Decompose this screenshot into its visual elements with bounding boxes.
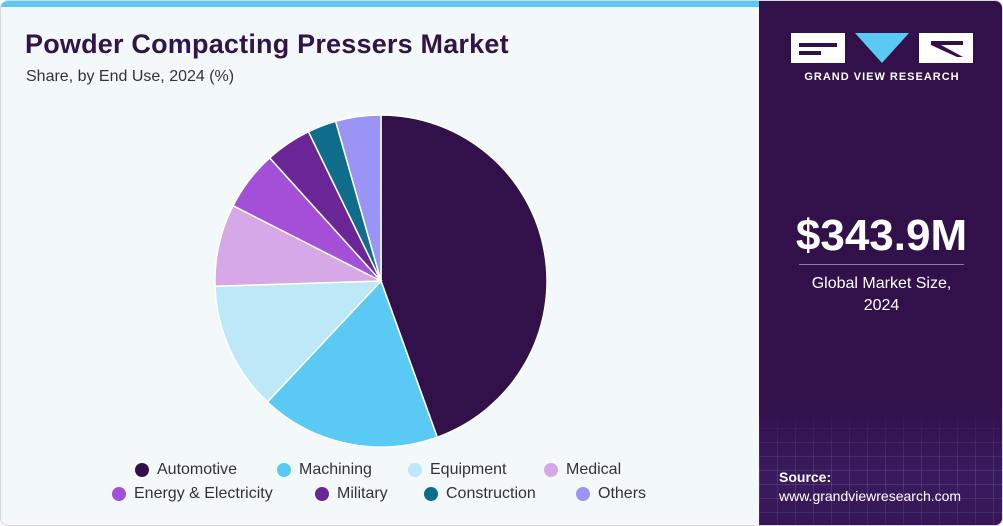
market-size-value: $343.9M	[795, 211, 968, 260]
pie-slice-machining	[266, 279, 439, 448]
legend-label: Medical	[566, 461, 622, 478]
legend-swatch	[424, 487, 438, 501]
legend-swatch	[277, 463, 291, 477]
info-panel: GRAND VIEW RESEARCH $343.9M Global Marke…	[759, 1, 1002, 525]
pie-chart	[214, 114, 548, 448]
legend-item-military: Military	[315, 485, 388, 503]
legend-item-energy-electricity: Energy & Electricity	[112, 485, 273, 503]
source-label: Source:	[779, 469, 832, 485]
pie-slice-automotive	[380, 114, 548, 439]
decorative-grid	[759, 406, 1002, 525]
legend-swatch	[576, 487, 590, 501]
legend-swatch	[135, 463, 149, 477]
legend-item-construction: Construction	[424, 485, 536, 503]
accent-bar	[1, 1, 759, 7]
grand-view-research-logo	[791, 33, 973, 63]
market-size-label: Global Market Size, 2024	[759, 273, 1002, 317]
legend-label: Automotive	[157, 461, 238, 478]
legend-label: Construction	[446, 485, 536, 502]
pie-slice-equipment	[214, 280, 383, 404]
legend-label: Military	[337, 485, 388, 502]
market-size-label-line2: 2024	[863, 297, 900, 314]
legend-label: Machining	[299, 461, 372, 478]
divider	[799, 264, 964, 265]
legend-item-medical: Medical	[544, 461, 621, 479]
brand-name: GRAND VIEW RESEARCH	[804, 71, 960, 83]
legend-item-machining: Machining	[277, 461, 372, 479]
chart-title: Powder Compacting Pressers Market	[25, 29, 509, 59]
legend-swatch	[315, 487, 329, 501]
legend-label: Equipment	[430, 461, 507, 478]
legend-swatch	[408, 463, 422, 477]
source-link[interactable]: www.grandviewresearch.com	[779, 488, 962, 504]
legend-item-automotive: Automotive	[135, 461, 237, 479]
market-size-label-line1: Global Market Size,	[811, 275, 952, 292]
legend-label: Energy & Electricity	[134, 485, 273, 502]
pie-slice-others	[334, 114, 382, 282]
chart-subtitle: Share, by End Use, 2024 (%)	[26, 68, 235, 85]
legend-item-equipment: Equipment	[408, 461, 507, 479]
legend-swatch	[544, 463, 558, 477]
legend-item-others: Others	[576, 485, 646, 503]
legend-swatch	[112, 487, 126, 501]
legend-label: Others	[598, 485, 647, 502]
